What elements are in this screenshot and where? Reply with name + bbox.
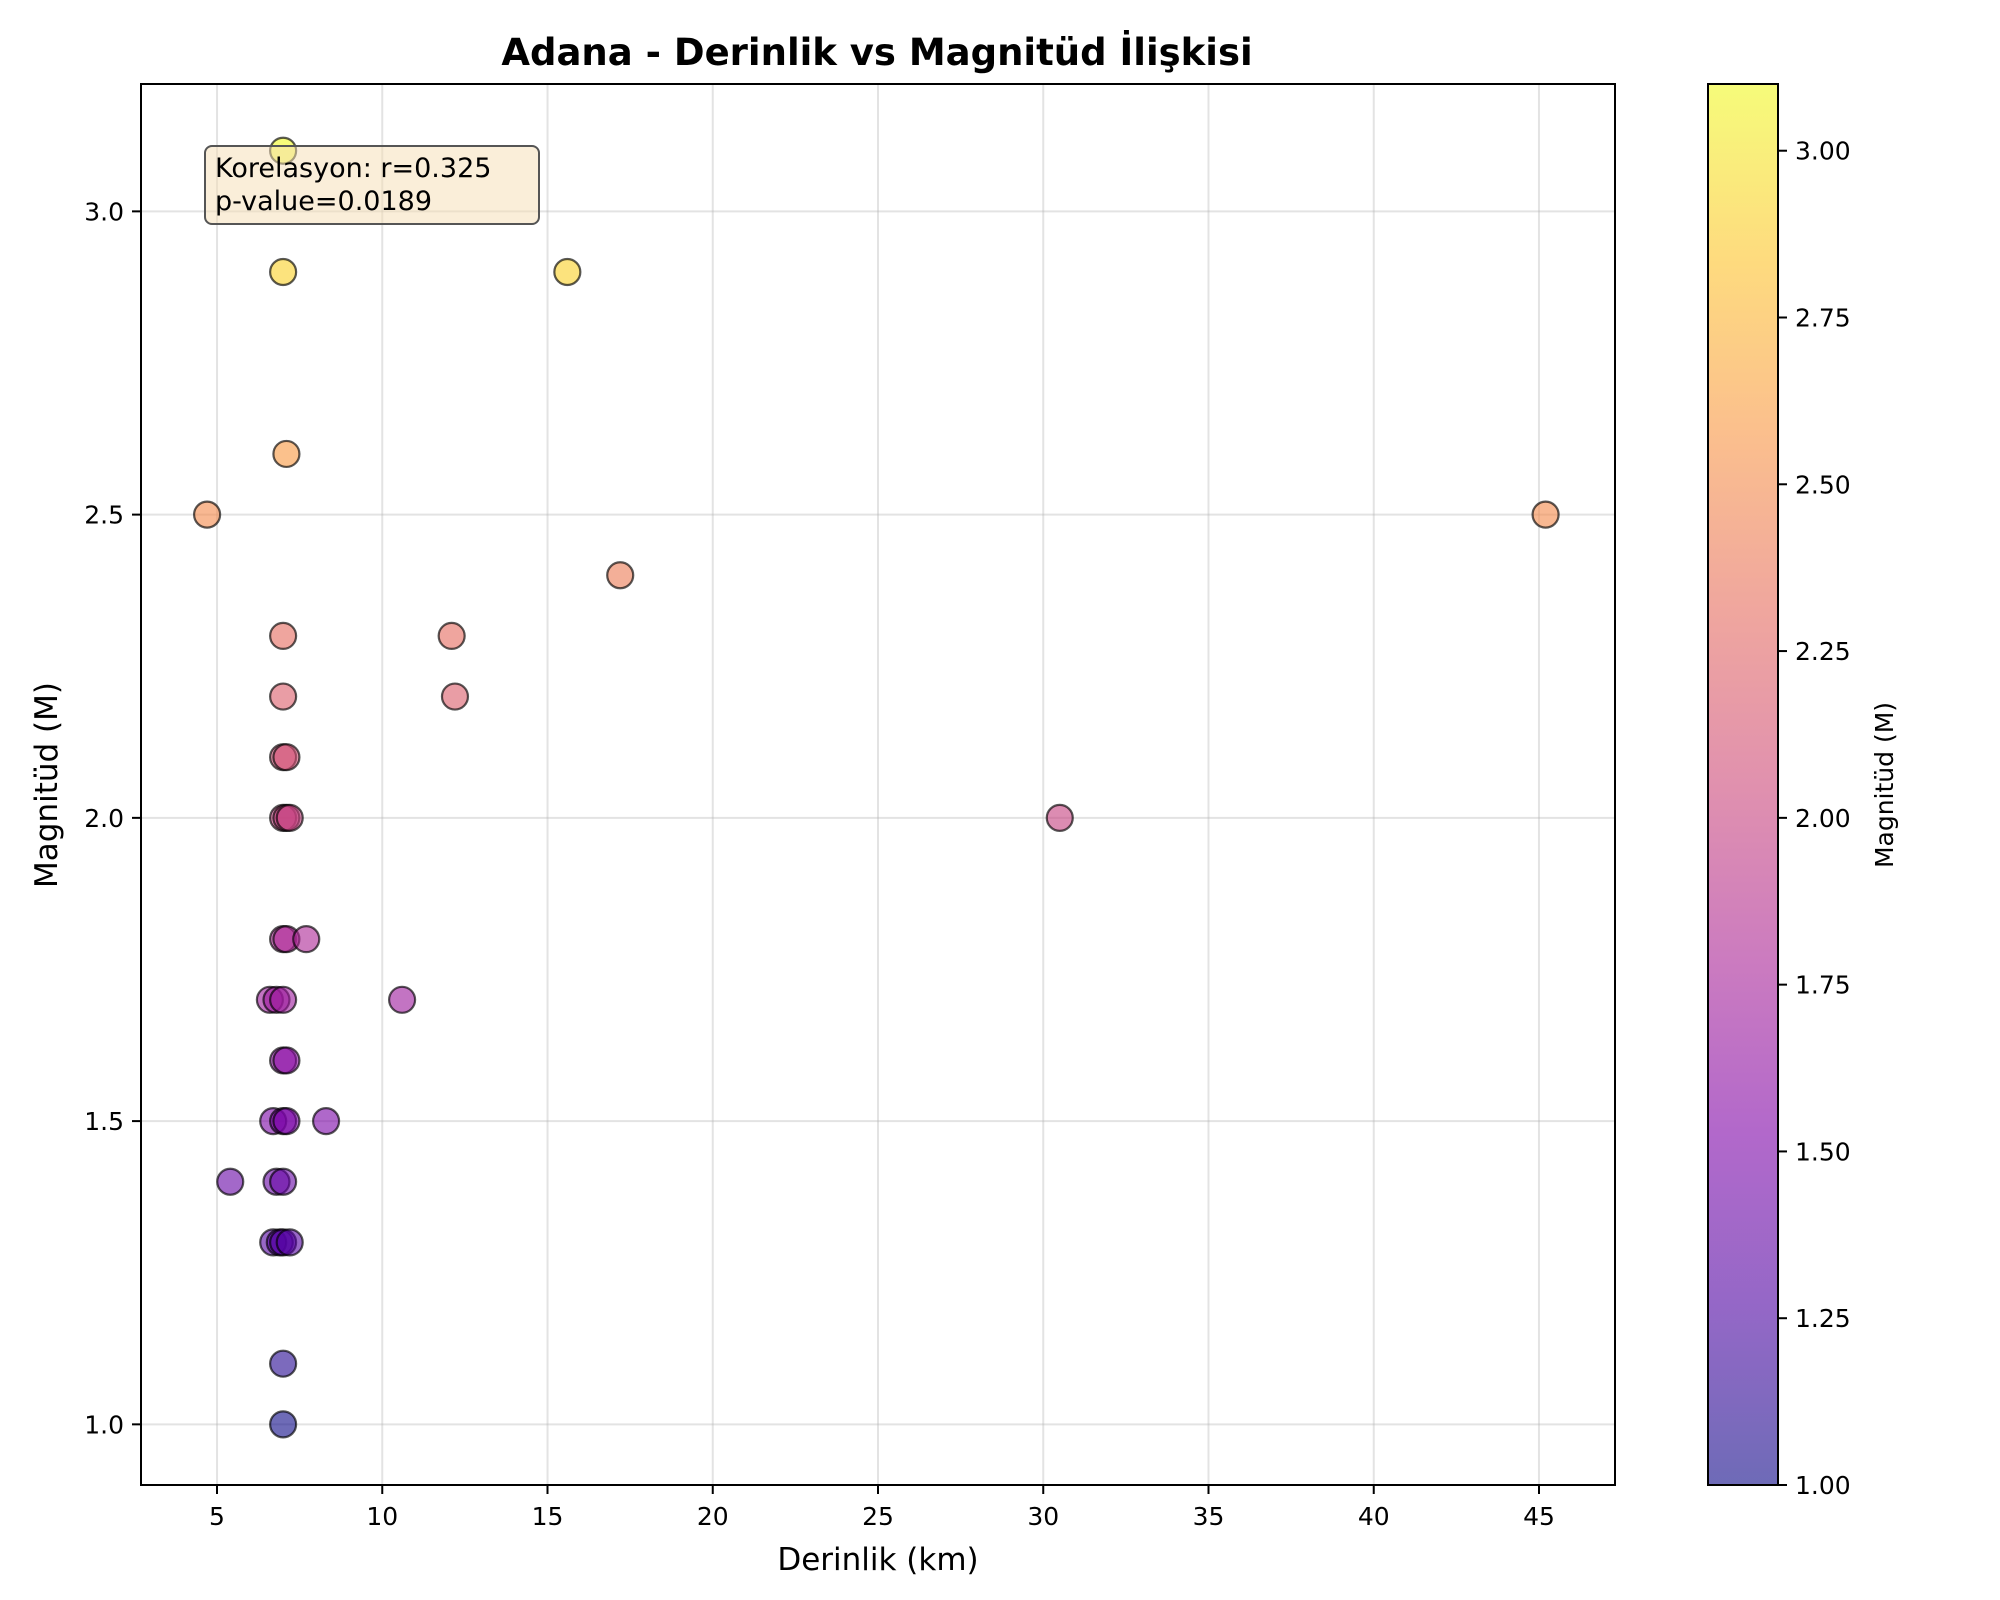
colorbar-tick-label: 1.50 bbox=[1795, 1137, 1851, 1166]
data-point bbox=[275, 803, 304, 832]
x-tick-label: 40 bbox=[1358, 1502, 1390, 1531]
annotation-line-2: p-value=0.0189 bbox=[215, 186, 432, 217]
data-point bbox=[272, 1107, 301, 1136]
data-point bbox=[272, 1046, 301, 1075]
y-tick-label: 1.5 bbox=[84, 1107, 124, 1136]
grid-lines bbox=[141, 84, 1615, 1485]
x-tick-label: 15 bbox=[532, 1502, 564, 1531]
colorbar-tick-label: 3.00 bbox=[1795, 137, 1851, 166]
data-point bbox=[387, 985, 417, 1014]
correlation-annotation: Korelasyon: r=0.325 p-value=0.0189 bbox=[204, 145, 540, 225]
colorbar-tick-label: 2.50 bbox=[1795, 470, 1851, 499]
colorbar-tick-label: 2.00 bbox=[1795, 804, 1851, 833]
data-point bbox=[269, 1167, 298, 1196]
y-tick-label: 3.0 bbox=[84, 197, 124, 226]
data-point bbox=[292, 925, 321, 954]
data-point bbox=[606, 561, 635, 590]
x-tick-label: 5 bbox=[209, 1502, 225, 1531]
data-points bbox=[192, 136, 1560, 1439]
colorbar-tick-label: 2.25 bbox=[1795, 637, 1851, 666]
data-point bbox=[269, 621, 298, 651]
data-point bbox=[269, 682, 298, 711]
data-point bbox=[269, 257, 298, 287]
data-point bbox=[269, 1410, 298, 1439]
chart-title: Adana - Derinlik vs Magnitüd İlişkisi bbox=[501, 30, 1252, 74]
colorbar-tick-label: 1.00 bbox=[1795, 1471, 1851, 1500]
x-tick-label: 20 bbox=[697, 1502, 729, 1531]
data-point bbox=[192, 500, 222, 529]
x-tick-label: 35 bbox=[1193, 1502, 1225, 1531]
colorbar-tick-label: 2.75 bbox=[1795, 304, 1851, 333]
x-tick-label: 25 bbox=[862, 1502, 894, 1531]
colorbar: 1.00 1.25 1.50 1.75 2.00 2.25 2.50 2.75 3.00 Mag… bbox=[1707, 83, 1899, 1500]
data-point bbox=[269, 1349, 298, 1378]
x-axis-label: Derinlik (km) bbox=[777, 1542, 978, 1578]
colorbar-frame bbox=[1707, 83, 1779, 1486]
data-point bbox=[272, 439, 301, 469]
data-point bbox=[272, 743, 301, 772]
x-tick-label: 10 bbox=[366, 1502, 398, 1531]
colorbar-label: Magnitüd (M) bbox=[1870, 702, 1899, 868]
x-tick-label: 45 bbox=[1523, 1502, 1555, 1531]
data-point bbox=[269, 985, 298, 1014]
y-axis-ticks: 1.0 1.5 2.0 2.5 3.0 bbox=[84, 197, 141, 1439]
data-point bbox=[275, 1228, 304, 1257]
y-tick-label: 2.5 bbox=[84, 501, 124, 530]
y-axis-label: Magnitüd (M) bbox=[29, 682, 65, 888]
data-point bbox=[1531, 500, 1560, 529]
colorbar-tick-label: 1.25 bbox=[1795, 1304, 1851, 1333]
x-tick-label: 30 bbox=[1027, 1502, 1059, 1531]
data-point bbox=[1045, 803, 1074, 832]
data-point bbox=[437, 621, 466, 651]
x-axis-ticks: 5 10 15 20 25 30 35 40 45 bbox=[209, 1485, 1555, 1531]
data-point bbox=[440, 682, 470, 711]
colorbar-tick-label: 1.75 bbox=[1795, 971, 1851, 1000]
annotation-box bbox=[204, 145, 540, 225]
annotation-line-1: Korelasyon: r=0.325 bbox=[215, 153, 491, 184]
y-tick-label: 2.0 bbox=[84, 804, 124, 833]
y-tick-label: 1.0 bbox=[84, 1410, 124, 1439]
data-point bbox=[216, 1167, 245, 1196]
colorbar-ticks: 1.00 1.25 1.50 1.75 2.00 2.25 2.50 2.75 3.00 bbox=[1778, 137, 1851, 1500]
colorbar-gradient bbox=[1708, 84, 1778, 1485]
data-point bbox=[553, 257, 582, 287]
data-point bbox=[311, 1107, 341, 1136]
